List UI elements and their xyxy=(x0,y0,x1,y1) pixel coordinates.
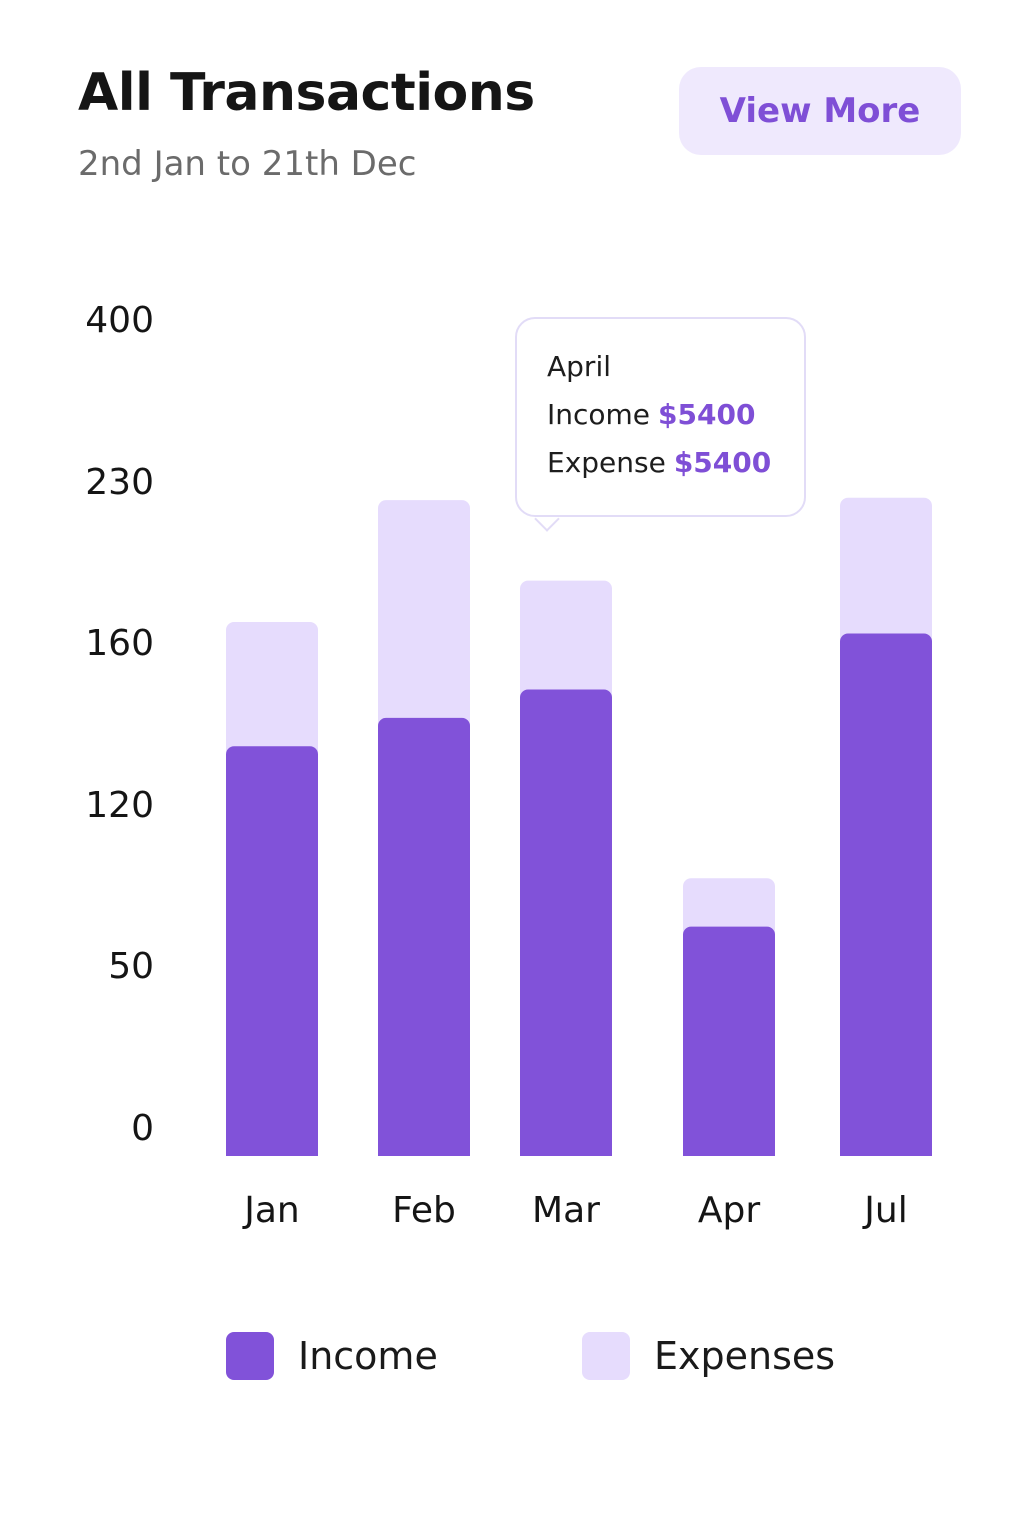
bar-income-feb[interactable] xyxy=(378,717,470,1156)
chart-tooltip: April Income $5400 Expense $5400 xyxy=(515,317,806,517)
view-more-button[interactable]: View More xyxy=(679,67,961,155)
y-tick-label-50: 50 xyxy=(108,946,154,987)
tooltip-expense-label: Expense xyxy=(547,446,666,479)
legend-label-income: Income xyxy=(298,1334,438,1378)
page-title: All Transactions xyxy=(78,63,535,123)
y-tick-label-160: 160 xyxy=(85,623,154,664)
date-range-subtitle: 2nd Jan to 21th Dec xyxy=(78,144,417,184)
tooltip-income-row: Income $5400 xyxy=(547,395,804,443)
bar-income-base-mar xyxy=(520,1144,612,1156)
legend-swatch-expenses xyxy=(582,1332,630,1380)
bar-income-base-jan xyxy=(226,1144,318,1156)
bar-income-mar[interactable] xyxy=(520,689,612,1156)
bar-income-base-feb xyxy=(378,1144,470,1156)
y-tick-label-400: 400 xyxy=(85,300,154,341)
tooltip-expense-row: Expense $5400 xyxy=(547,443,804,491)
bar-income-jan[interactable] xyxy=(226,746,318,1156)
x-tick-label-feb: Feb xyxy=(392,1190,456,1231)
x-tick-label-apr: Apr xyxy=(698,1190,760,1231)
x-tick-label-jan: Jan xyxy=(242,1190,300,1231)
tooltip-month: April xyxy=(547,350,611,383)
tooltip-expense-value: $5400 xyxy=(673,446,772,479)
legend-item-income[interactable]: Income xyxy=(226,1326,438,1386)
x-tick-label-mar: Mar xyxy=(532,1190,600,1231)
bar-income-base-apr xyxy=(683,1144,775,1156)
legend-label-expenses: Expenses xyxy=(654,1334,836,1378)
bar-income-jul[interactable] xyxy=(840,633,932,1157)
transactions-bar-chart: 0 50 120 160 230 400 Jan Feb Mar Apr Jul xyxy=(85,300,932,1231)
bar-income-apr[interactable] xyxy=(683,926,775,1156)
tooltip-income-value: $5400 xyxy=(658,398,756,431)
y-tick-label-120: 120 xyxy=(85,785,154,826)
y-tick-label-230: 230 xyxy=(85,462,154,503)
legend-swatch-income xyxy=(226,1332,274,1380)
y-tick-label-0: 0 xyxy=(131,1108,154,1149)
chart-legend: Income Expenses xyxy=(0,1326,1024,1386)
bar-income-base-jul xyxy=(840,1144,932,1156)
legend-item-expenses[interactable]: Expenses xyxy=(582,1326,835,1386)
tooltip-income-label: Income xyxy=(547,398,651,431)
x-tick-label-jul: Jul xyxy=(862,1190,907,1231)
